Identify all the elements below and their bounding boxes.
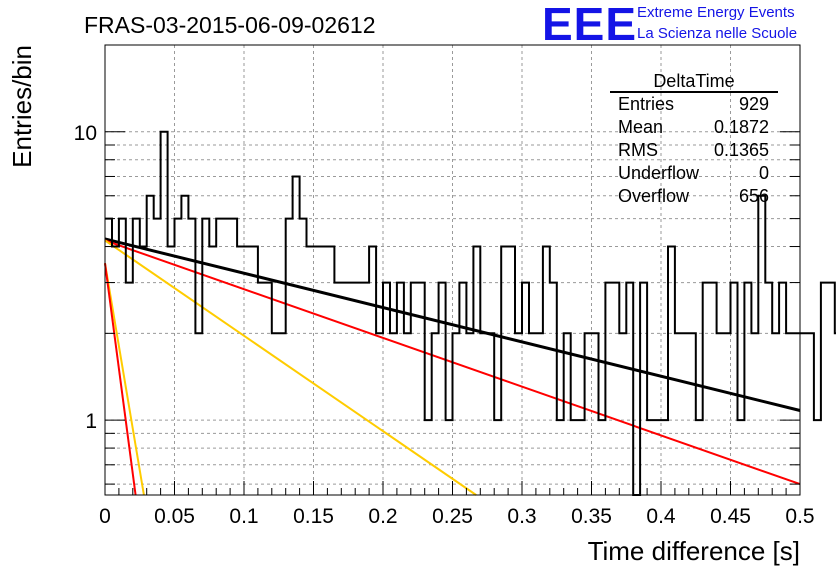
stat-value-underflow: 0	[759, 163, 769, 183]
stat-value-rms: 0.1365	[714, 140, 769, 160]
stats-box: DeltaTime Entries 929 Mean 0.1872 RMS 0.…	[610, 71, 778, 206]
stat-label-rms: RMS	[618, 140, 658, 160]
stat-label-underflow: Underflow	[618, 163, 700, 183]
x-tick-label: 0.4	[646, 505, 676, 528]
x-tick-label: 0.25	[432, 505, 473, 528]
y-axis-label: Entries/bin	[7, 45, 37, 168]
x-tick-label: 0.15	[293, 505, 334, 528]
stat-value-overflow: 656	[739, 186, 769, 206]
fit-line	[104, 263, 137, 496]
chart-title: FRAS-03-2015-06-09-02612	[84, 12, 376, 38]
fit-line	[104, 237, 801, 412]
stat-value-entries: 929	[739, 94, 769, 114]
logo-mark: EEE	[542, 0, 637, 50]
x-tick-label: 0.2	[368, 505, 397, 528]
logo-line2: La Scienza nelle Scuole	[637, 25, 797, 42]
x-tick-label: 0.3	[507, 505, 536, 528]
histogram-outline	[105, 130, 836, 496]
fit-line	[104, 263, 145, 496]
grid-lines	[105, 44, 800, 495]
fit-line	[104, 239, 477, 496]
y-tick-label: 1	[85, 410, 97, 433]
stat-value-mean: 0.1872	[714, 117, 769, 137]
axis-ticks: 0 0.05 0.1 0.15 0.2 0.25 0.3 0.35 0.4 0.45 0.5 1 10	[74, 44, 815, 528]
stat-label-entries: Entries	[618, 94, 674, 114]
x-tick-label: 0	[99, 505, 111, 528]
x-tick-label: 0.05	[154, 505, 195, 528]
x-tick-label: 0.5	[785, 505, 814, 528]
y-tick-label: 10	[74, 122, 97, 145]
logo-line1: Extreme Energy Events	[637, 4, 795, 21]
eee-logo: EEE Extreme Energy Events La Scienza nel…	[542, 0, 797, 50]
stat-label-mean: Mean	[618, 117, 663, 137]
stat-label-overflow: Overflow	[618, 186, 690, 206]
x-tick-label: 0.1	[229, 505, 258, 528]
x-tick-label: 0.35	[571, 505, 612, 528]
x-tick-label: 0.45	[710, 505, 751, 528]
histogram	[105, 130, 836, 496]
stats-name: DeltaTime	[653, 71, 734, 91]
x-axis-label: Time difference [s]	[588, 536, 800, 566]
